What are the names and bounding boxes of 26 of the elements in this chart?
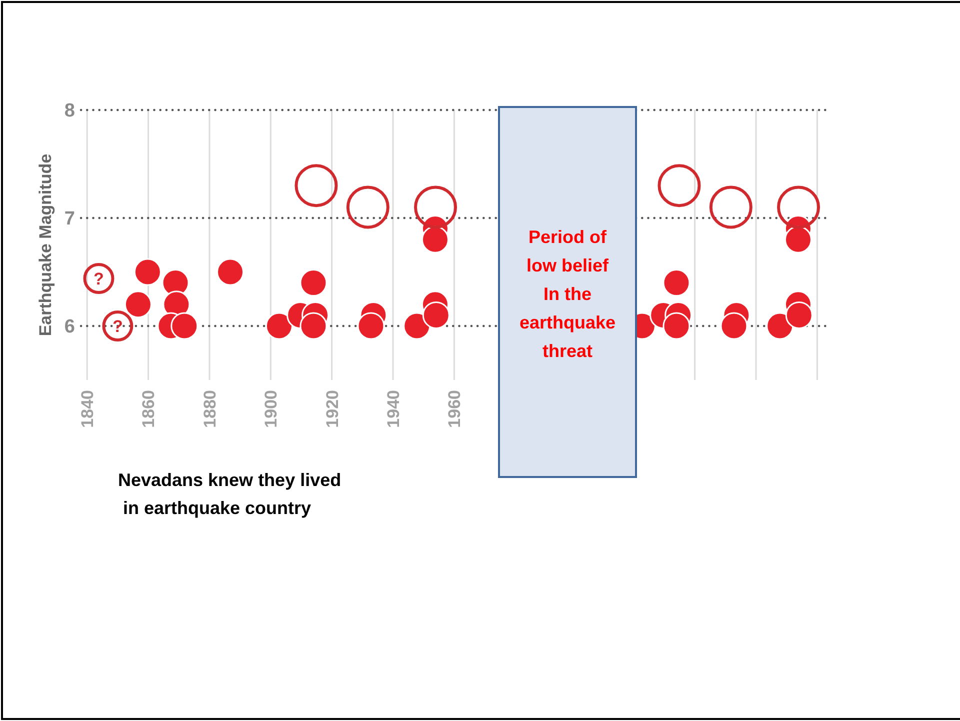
annotation: ?	[94, 270, 104, 289]
point	[265, 312, 293, 340]
point	[422, 301, 450, 329]
x-tick-label: 1880	[200, 390, 220, 428]
y-axis-title: Earthquake Magnitude	[36, 154, 55, 336]
x-tick-label: 1940	[384, 390, 403, 428]
y-tick-label: 8	[64, 100, 75, 122]
point	[124, 290, 152, 318]
text: Period of low belief In the earthquake threat	[519, 227, 616, 361]
x-tick-label: 1960	[445, 390, 464, 428]
annotation: ?	[112, 317, 123, 336]
point	[421, 226, 449, 254]
x-tick-label: 1860	[139, 390, 158, 428]
x-tick-label: 1900	[262, 390, 281, 428]
text: Nevadans knew they lived in earthquake country	[118, 470, 342, 518]
x-tick-label: 1920	[322, 390, 342, 428]
point	[300, 312, 328, 340]
point	[357, 312, 385, 340]
point	[170, 312, 198, 340]
y-tick-label: 7	[64, 208, 75, 230]
point	[300, 269, 328, 297]
point	[216, 258, 244, 286]
point	[403, 312, 431, 340]
point	[134, 258, 162, 286]
y-tick-label: 6	[64, 316, 75, 338]
x-tick-label: 1840	[78, 390, 98, 428]
